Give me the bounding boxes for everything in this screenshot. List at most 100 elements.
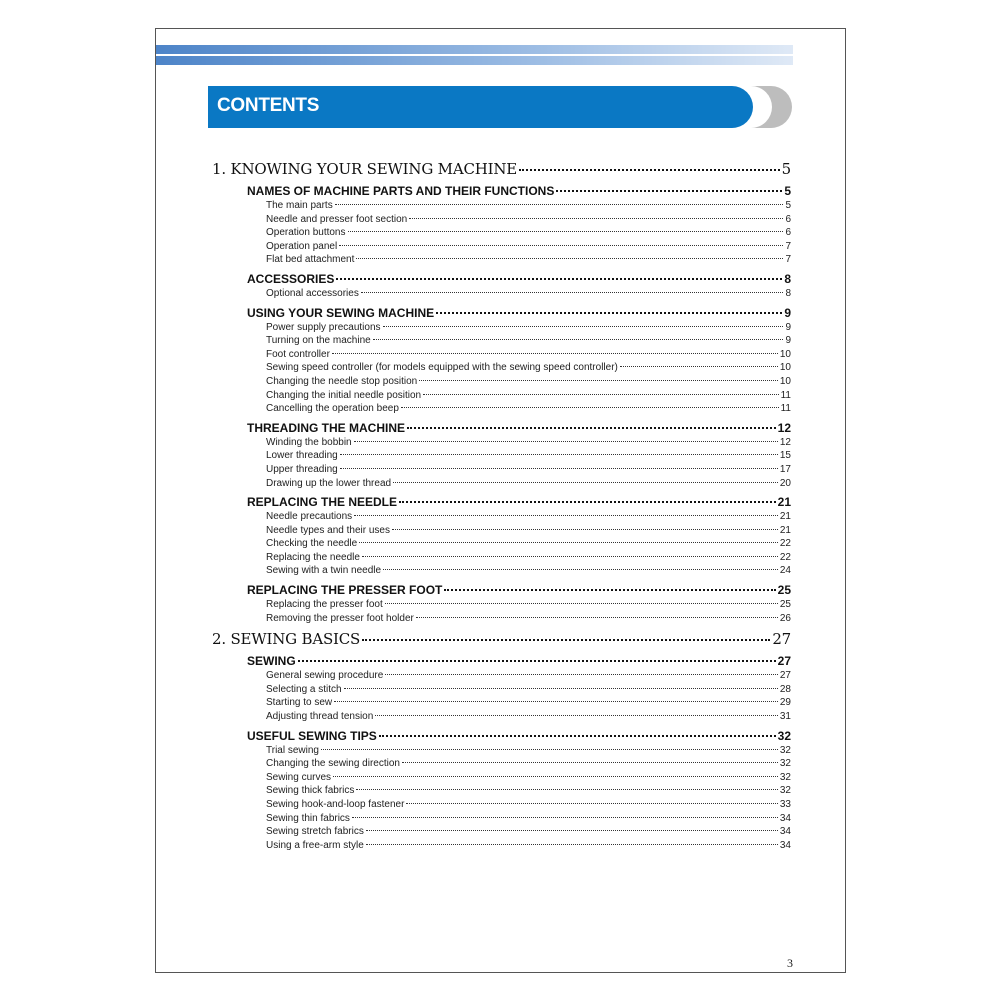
toc-entry-page: 11	[780, 389, 791, 401]
toc-entry-label: Needle precautions	[266, 511, 353, 523]
toc-entry-label: Power supply precautions	[266, 321, 381, 333]
toc-entry-level-3[interactable]: Sewing thick fabrics 32	[212, 784, 791, 798]
toc-entry-level-3[interactable]: The main parts 5	[212, 199, 791, 213]
dot-leader	[339, 467, 778, 469]
toc-entry-label: Winding the bobbin	[266, 436, 352, 448]
toc-entry-level-3[interactable]: Trial sewing 32	[212, 744, 791, 758]
toc-entry-level-3[interactable]: Needle precautions 21	[212, 510, 791, 524]
toc-entry-level-3[interactable]: Operation panel 7	[212, 240, 791, 254]
toc-entry-label: Sewing hook-and-loop fastener	[266, 799, 405, 810]
dot-leader	[356, 258, 784, 260]
dot-leader	[360, 291, 784, 293]
dot-leader	[375, 715, 778, 717]
toc-entry-level-3[interactable]: Changing the initial needle position 11	[212, 389, 791, 403]
toc-entry-level-3[interactable]: Optional accessories 8	[212, 287, 791, 301]
toc-entry-level-3[interactable]: Removing the presser foot holder 26	[212, 612, 791, 626]
dot-leader	[339, 244, 784, 246]
toc-entry-level-2[interactable]: REPLACING THE PRESSER FOOT 25	[212, 582, 791, 598]
toc-entry-page: 10	[779, 375, 791, 387]
toc-entry-level-2[interactable]: USING YOUR SEWING MACHINE 9	[212, 305, 791, 321]
toc-entry-page: 33	[779, 799, 791, 810]
toc-entry-label: NAMES OF MACHINE PARTS AND THEIR FUNCTIO…	[247, 184, 555, 198]
dot-leader	[362, 639, 771, 642]
toc-entry-level-3[interactable]: Drawing up the lower thread 20	[212, 477, 791, 491]
toc-entry-level-3[interactable]: Changing the needle stop position 10	[212, 375, 791, 389]
toc-entry-label: Sewing speed controller (for models equi…	[266, 362, 618, 374]
dot-leader	[347, 231, 784, 233]
toc-entry-level-3[interactable]: Needle types and their uses 21	[212, 524, 791, 538]
toc-entry-level-3[interactable]: Needle and presser foot section 6	[212, 213, 791, 227]
toc-entry-label: Changing the initial needle position	[266, 389, 422, 401]
toc-entry-page: 9	[784, 305, 791, 320]
toc-entry-level-3[interactable]: Foot controller 10	[212, 348, 791, 362]
toc-entry-level-3[interactable]: Replacing the needle 22	[212, 551, 791, 565]
toc-entry-label: REPLACING THE PRESSER FOOT	[247, 583, 443, 598]
toc-entry-page: 32	[779, 758, 791, 770]
dot-leader	[334, 204, 784, 205]
toc-entry-level-2[interactable]: NAMES OF MACHINE PARTS AND THEIR FUNCTIO…	[212, 183, 791, 199]
dot-leader	[378, 734, 776, 737]
page-title: CONTENTS	[217, 95, 320, 116]
toc-entry-level-3[interactable]: Operation buttons 6	[212, 226, 791, 240]
toc-entry-level-1[interactable]: 1. KNOWING YOUR SEWING MACHINE 5	[212, 159, 791, 179]
toc-entry-page: 26	[779, 612, 791, 624]
toc-entry-page: 9	[785, 335, 791, 347]
dot-leader	[407, 426, 776, 429]
toc-entry-page: 32	[779, 785, 791, 797]
dot-leader	[343, 687, 778, 689]
toc-entry-level-3[interactable]: Selecting a stitch 28	[212, 683, 791, 697]
toc-entry-page: 22	[779, 538, 791, 550]
toc-entry-level-1[interactable]: 2. SEWING BASICS 27	[212, 629, 791, 649]
toc-entry-label: 2. SEWING BASICS	[212, 630, 361, 649]
toc-entry-level-3[interactable]: Sewing speed controller (for models equi…	[212, 361, 791, 375]
toc-entry-level-3[interactable]: Sewing with a twin needle 24	[212, 564, 791, 578]
dot-leader	[334, 701, 778, 703]
toc-entry-page: 24	[779, 565, 791, 577]
toc-entry-level-3[interactable]: Lower threading 15	[212, 449, 791, 463]
toc-entry-label: Turning on the machine	[266, 335, 371, 347]
dot-leader	[354, 515, 778, 517]
toc-entry-level-2[interactable]: ACCESSORIES 8	[212, 271, 791, 287]
toc-entry-level-3[interactable]: Cancelling the operation beep 11	[212, 402, 791, 416]
toc-entry-level-3[interactable]: Winding the bobbin 12	[212, 436, 791, 450]
dot-leader	[444, 589, 776, 592]
toc-entry-level-3[interactable]: Sewing stretch fabrics 34	[212, 825, 791, 839]
toc-entry-page: 34	[779, 826, 791, 838]
toc-entry-page: 32	[777, 728, 791, 743]
toc-entry-label: Cancelling the operation beep	[266, 403, 399, 415]
toc-entry-level-2[interactable]: SEWING 27	[212, 653, 791, 669]
toc-entry-page: 7	[785, 240, 791, 252]
dot-leader	[385, 674, 778, 676]
toc-entry-level-2[interactable]: USEFUL SEWING TIPS 32	[212, 728, 791, 744]
dot-leader	[320, 748, 778, 750]
toc-entry-level-3[interactable]: Sewing thin fabrics 34	[212, 812, 791, 826]
toc-entry-level-3[interactable]: Replacing the presser foot 25	[212, 598, 791, 612]
toc-entry-page: 34	[779, 839, 791, 851]
toc-entry-level-3[interactable]: Changing the sewing direction 32	[212, 757, 791, 771]
toc-entry-level-3[interactable]: General sewing procedure 27	[212, 669, 791, 683]
toc-entry-level-3[interactable]: Sewing curves 32	[212, 771, 791, 785]
toc-entry-page: 21	[779, 524, 791, 536]
toc-entry-level-3[interactable]: Using a free-arm style 34	[212, 839, 791, 853]
dot-leader	[383, 569, 778, 571]
toc-entry-level-3[interactable]: Sewing hook-and-loop fastener 33	[212, 798, 791, 812]
toc-entry-level-3[interactable]: Starting to sew 29	[212, 696, 791, 710]
toc-entry-page: 22	[779, 551, 791, 563]
toc-entry-level-3[interactable]: Checking the needle 22	[212, 537, 791, 551]
table-of-contents: 1. KNOWING YOUR SEWING MACHINE 5 NAMES OF …	[212, 159, 791, 852]
toc-entry-level-3[interactable]: Power supply precautions 9	[212, 321, 791, 335]
toc-entry-level-3[interactable]: Turning on the machine 9	[212, 334, 791, 348]
toc-entry-level-2[interactable]: THREADING THE MACHINE 12	[212, 420, 791, 436]
toc-entry-page: 31	[779, 711, 791, 723]
toc-entry-level-3[interactable]: Flat bed attachment 7	[212, 253, 791, 267]
toc-entry-page: 21	[777, 495, 791, 510]
toc-entry-level-2[interactable]: REPLACING THE NEEDLE 21	[212, 494, 791, 510]
toc-entry-page: 27	[777, 654, 791, 669]
toc-entry-label: Needle and presser foot section	[266, 213, 408, 225]
toc-entry-level-3[interactable]: Adjusting thread tension 31	[212, 710, 791, 724]
toc-entry-page: 25	[777, 583, 791, 598]
dot-leader	[409, 217, 784, 219]
toc-entry-level-3[interactable]: Upper threading 17	[212, 463, 791, 477]
dot-leader	[339, 454, 778, 456]
toc-entry-label: General sewing procedure	[266, 670, 384, 682]
